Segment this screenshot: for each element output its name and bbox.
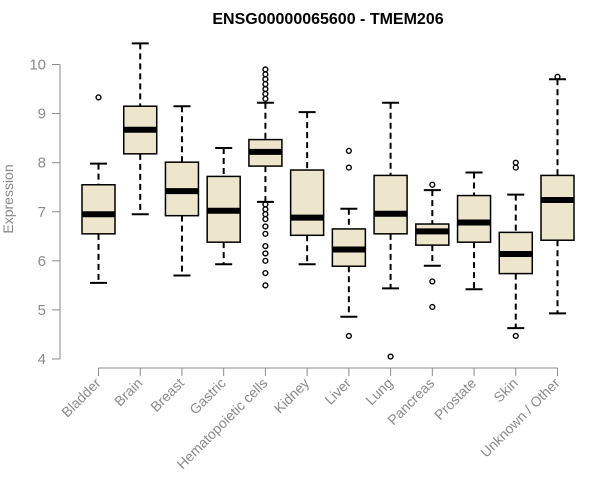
outlier-point: [262, 230, 269, 237]
box-iqr: [415, 223, 450, 246]
y-axis-label: Expression: [0, 164, 16, 233]
outlier-point: [262, 76, 269, 83]
outlier-point: [262, 250, 269, 257]
outlier-point: [262, 71, 269, 78]
outlier-point: [262, 223, 269, 230]
outlier-point: [262, 90, 269, 98]
box-group: [456, 171, 492, 291]
x-tick-label: Bladder: [58, 375, 104, 421]
y-tick-label: 7: [38, 204, 46, 221]
outlier-point: [262, 282, 269, 289]
y-tick-label: 10: [29, 57, 46, 74]
outlier-point: [262, 81, 269, 88]
x-tick-label: Brain: [111, 375, 145, 409]
x-tick-label: Breast: [147, 375, 187, 415]
box-group: [206, 146, 241, 266]
outlier-point: [429, 181, 436, 188]
x-tick-label: Lung: [362, 375, 395, 408]
outlier-point: [95, 94, 102, 101]
box-iqr: [456, 194, 492, 243]
box-group: [415, 181, 450, 311]
box-group: [373, 101, 408, 360]
boxes: [81, 42, 575, 360]
outlier-point: [512, 159, 519, 166]
box-iqr: [373, 174, 408, 235]
outlier-point: [512, 164, 519, 171]
y-tick-label: 8: [38, 155, 46, 172]
box-group: [331, 147, 367, 340]
y-tick-label: 9: [38, 106, 46, 123]
outlier-point: [262, 95, 269, 102]
outlier-point: [262, 216, 269, 223]
outlier-point: [554, 73, 561, 80]
box-group: [164, 105, 200, 277]
outlier-point: [387, 353, 394, 360]
outlier-point: [345, 164, 352, 171]
outlier-point: [262, 243, 269, 250]
x-tick-label: Prostate: [431, 375, 479, 423]
box-iqr: [540, 174, 575, 241]
outlier-point: [262, 66, 269, 73]
y-tick-label: 4: [38, 351, 46, 368]
box-iqr: [289, 169, 325, 237]
box-group: [122, 42, 158, 216]
y-tick-label: 5: [38, 302, 46, 319]
x-tick-label: Unknown / Other: [477, 375, 563, 461]
box-group: [248, 66, 283, 289]
box-group: [498, 159, 534, 340]
y-tick-label: 6: [38, 253, 46, 270]
x-tick-label: Kidney: [271, 375, 313, 417]
outlier-point: [345, 147, 352, 154]
box-group: [81, 94, 116, 284]
outlier-point: [345, 332, 352, 340]
outlier-point: [262, 257, 269, 264]
outlier-point: [429, 303, 436, 311]
x-tick-label: Liver: [321, 375, 354, 408]
chart-title: ENSG00000065600 - TMEM206: [212, 11, 443, 28]
box-group: [289, 111, 325, 266]
box-iqr: [81, 184, 116, 235]
box-group: [540, 73, 575, 315]
outlier-point: [262, 85, 269, 93]
outlier-point: [512, 332, 519, 340]
x-tick-label: Skin: [490, 375, 521, 406]
y-ticks: 4 5 6 7 8 9 10: [29, 57, 60, 368]
outlier-point: [262, 270, 269, 277]
outlier-point: [262, 206, 269, 213]
outlier-point: [262, 211, 269, 218]
outlier-point: [429, 278, 436, 285]
